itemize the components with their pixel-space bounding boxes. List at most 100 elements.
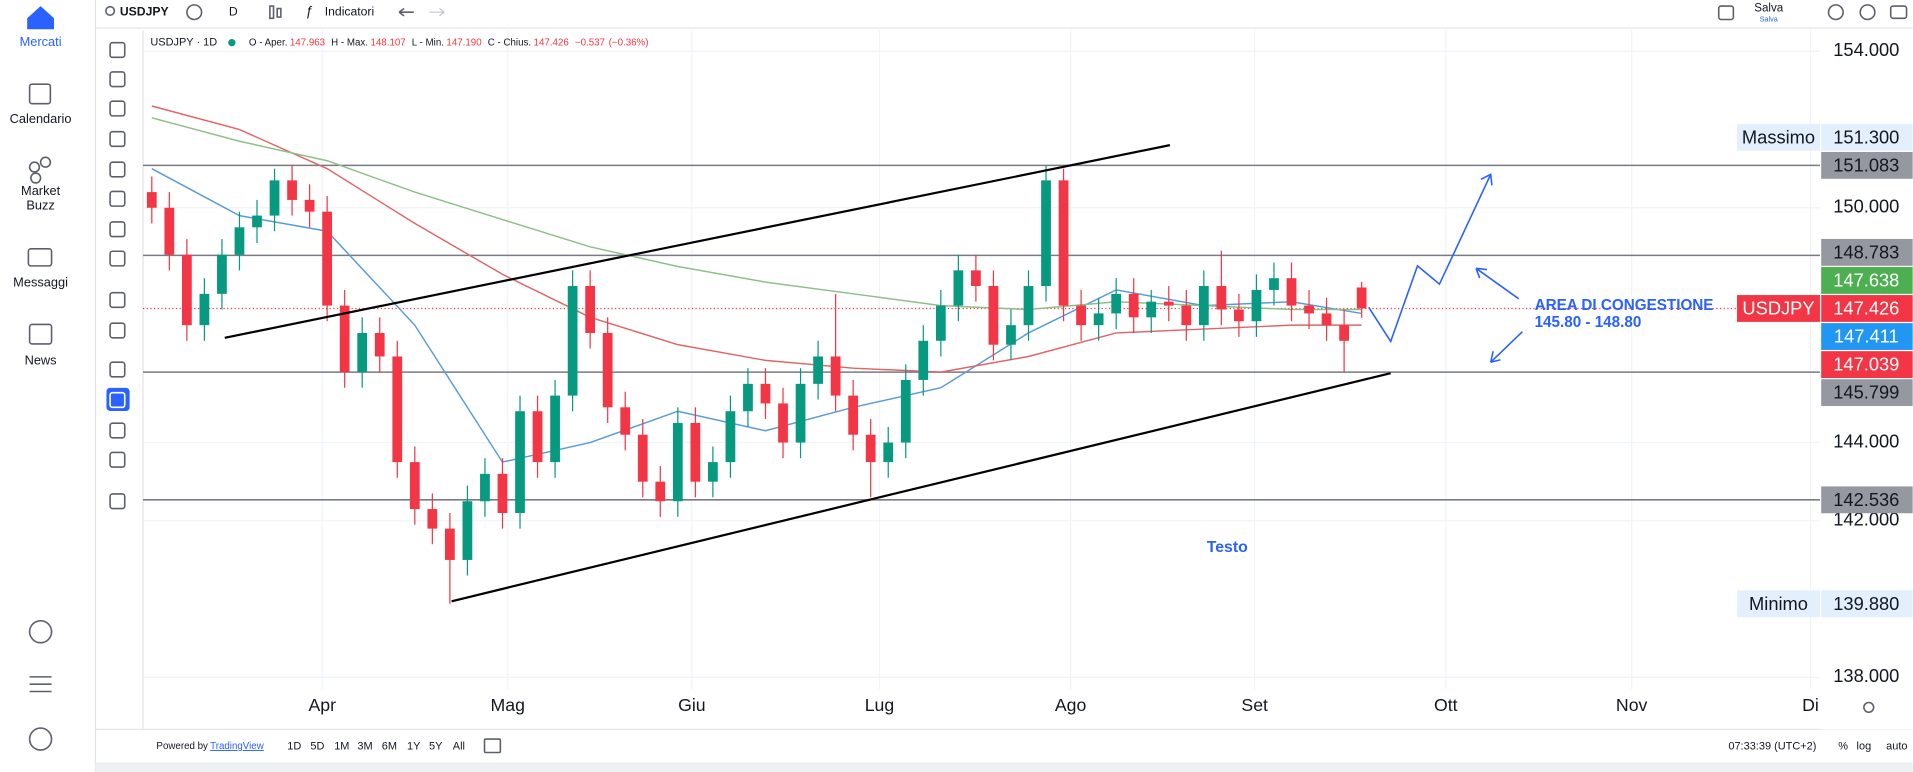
price-badge-label: 148.783 <box>1833 241 1899 262</box>
range-button[interactable]: 1Y <box>407 740 421 752</box>
candles <box>146 164 1367 604</box>
legend-title: USDJPY · 1D <box>150 37 217 49</box>
candle-body <box>1286 278 1297 306</box>
range-button[interactable]: 6M <box>382 740 397 752</box>
tool-icon[interactable] <box>109 221 126 238</box>
save[interactable]: Salva <box>1754 3 1784 15</box>
x-tick-label: Ago <box>1055 695 1087 715</box>
interval[interactable]: D <box>229 4 238 18</box>
scale-option[interactable]: log <box>1857 740 1872 752</box>
candle-body <box>462 501 473 560</box>
annotation-range[interactable]: 145.80 - 148.80 <box>1535 314 1642 331</box>
range-button[interactable]: 5D <box>310 740 324 752</box>
candle-body <box>1198 286 1209 326</box>
news-icon[interactable] <box>28 323 53 345</box>
range-button[interactable]: 1D <box>287 740 301 752</box>
tool-icon[interactable] <box>109 161 126 178</box>
price-badge-label: 147.039 <box>1833 354 1899 375</box>
redo-icon[interactable] <box>429 8 445 17</box>
bottom-strip <box>95 762 1913 772</box>
levels <box>143 164 1820 501</box>
tool-icon[interactable] <box>109 71 126 88</box>
lower-trendline[interactable] <box>451 372 1391 603</box>
message-icon[interactable] <box>27 248 53 267</box>
candle-body <box>234 227 245 255</box>
symbol[interactable]: USDJPY <box>120 4 169 18</box>
tool-icon[interactable] <box>109 322 126 339</box>
candle-body <box>585 286 596 333</box>
nav-label[interactable]: Buzz <box>26 197 54 212</box>
tool-icon[interactable] <box>109 130 126 148</box>
range-button[interactable]: 5Y <box>429 740 443 752</box>
home-icon[interactable] <box>27 6 55 30</box>
layout-icon[interactable] <box>1717 5 1735 21</box>
candle-body <box>708 462 718 482</box>
candle-body <box>672 422 683 502</box>
drawing-tools <box>106 41 130 510</box>
tool-icon[interactable] <box>109 391 126 409</box>
tool-icon[interactable] <box>109 250 126 267</box>
indicators[interactable]: Indicatori <box>325 4 374 18</box>
x-tick-label: Giu <box>678 695 706 715</box>
x-tick-label: Apr <box>308 695 336 715</box>
alert-icon[interactable] <box>1827 4 1844 21</box>
theme-icon[interactable] <box>28 619 53 644</box>
tool-icon[interactable] <box>109 451 126 468</box>
y-tick-label: 138.000 <box>1833 665 1899 686</box>
tool-icon[interactable] <box>109 493 126 510</box>
candle-body <box>1128 293 1139 318</box>
date-range-icon[interactable] <box>483 738 502 754</box>
candle-body <box>392 356 403 463</box>
chart-type-icon[interactable] <box>269 5 282 20</box>
candle-body <box>953 270 964 306</box>
projection-path[interactable] <box>1368 174 1492 344</box>
snapshot-icon[interactable] <box>1889 5 1908 20</box>
candle-body <box>778 403 788 443</box>
upper-trendline[interactable] <box>224 144 1171 339</box>
nav-label[interactable]: Calendario <box>10 111 72 126</box>
tool-icon[interactable] <box>109 291 126 309</box>
axis-settings-icon[interactable] <box>1863 701 1875 714</box>
nav-label[interactable]: News <box>25 352 57 367</box>
candle-body <box>480 473 490 502</box>
buzz-icon[interactable] <box>28 156 52 184</box>
nav-label[interactable]: Messaggi <box>13 274 68 289</box>
tool-icon[interactable] <box>109 190 126 207</box>
compare-icon[interactable] <box>186 4 203 21</box>
candle-body <box>900 379 911 443</box>
candle-body <box>655 481 666 502</box>
arrow-down[interactable] <box>1489 331 1523 363</box>
price-axis-labels: 154.000 150.000 144.000 142.000 138.000 <box>1833 39 1899 686</box>
y-tick-label: 142.000 <box>1833 509 1899 530</box>
scale-option[interactable]: % <box>1838 740 1848 752</box>
candle-body <box>1076 305 1086 326</box>
annotation-text[interactable]: Testo <box>1207 539 1248 556</box>
help-icon[interactable] <box>28 727 53 751</box>
x-tick-label: Ott <box>1434 695 1458 715</box>
moving-average <box>151 117 1362 311</box>
nav-label[interactable]: Market <box>21 183 61 198</box>
undo-icon[interactable] <box>398 7 414 17</box>
tool-icon[interactable] <box>109 361 126 378</box>
nav-label[interactable]: Mercati <box>20 34 62 49</box>
search-icon[interactable] <box>105 5 116 17</box>
range-button[interactable]: 1M <box>334 740 349 752</box>
range-button[interactable]: All <box>453 740 465 752</box>
arrow-up[interactable] <box>1475 267 1520 300</box>
range-button[interactable]: 3M <box>357 740 372 752</box>
moving-average <box>151 168 1362 463</box>
tool-icon[interactable] <box>109 422 126 439</box>
tool-icon[interactable] <box>109 100 126 117</box>
brand[interactable]: TradingView <box>210 741 265 752</box>
tool-icon[interactable] <box>109 41 126 59</box>
calendar-icon[interactable] <box>28 83 52 105</box>
candle-body <box>813 356 823 384</box>
gear-icon[interactable] <box>1859 4 1876 21</box>
candle-body <box>374 332 385 357</box>
price-badge-label: 147.638 <box>1833 269 1899 290</box>
scale-option[interactable]: auto <box>1886 740 1907 752</box>
candle-body <box>217 254 227 294</box>
y-tick-label: 150.000 <box>1833 196 1899 217</box>
annotation-title[interactable]: AREA DI CONGESTIONE <box>1535 297 1714 314</box>
settings-icon[interactable] <box>29 676 52 693</box>
